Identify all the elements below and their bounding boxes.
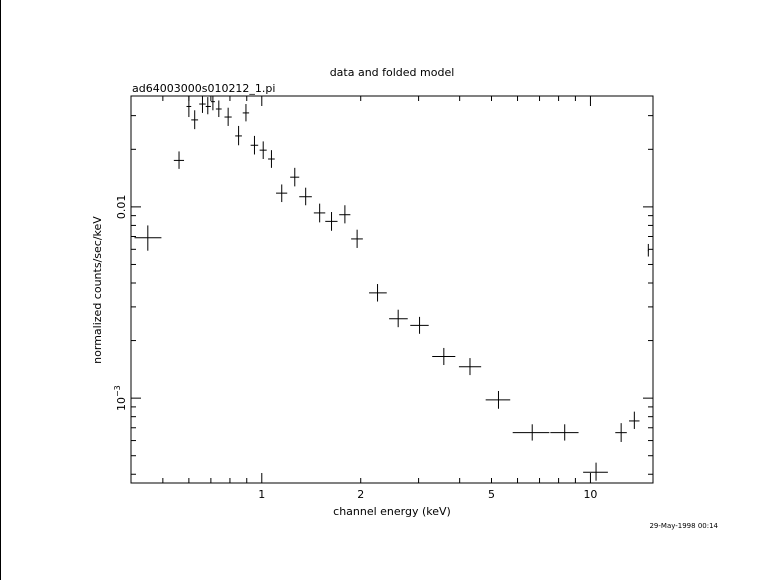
spectrum-filename: ad64003000s010212_1.pi xyxy=(132,82,275,95)
data-point xyxy=(242,104,250,122)
data-point xyxy=(268,150,275,168)
data-point xyxy=(210,96,215,111)
data-point xyxy=(583,462,608,481)
x-tick-label: 5 xyxy=(488,488,495,501)
data-point xyxy=(512,424,550,441)
x-tick-label: 2 xyxy=(357,488,364,501)
data-point xyxy=(458,358,482,376)
data-point xyxy=(235,125,242,146)
data-point xyxy=(250,135,259,155)
plot-frame xyxy=(130,95,654,484)
data-point xyxy=(369,284,387,302)
data-point xyxy=(410,316,429,334)
data-point xyxy=(224,107,232,126)
y-tick-label: 10−3 xyxy=(113,385,128,411)
data-point xyxy=(432,347,456,366)
data-point xyxy=(647,243,649,257)
data-point xyxy=(259,141,267,159)
data-point xyxy=(215,100,222,118)
data-point xyxy=(351,229,363,248)
data-point xyxy=(276,184,288,203)
y-tick-label: 0.01 xyxy=(115,195,128,220)
x-tick-label: 10 xyxy=(583,488,597,501)
data-point xyxy=(485,390,511,409)
data-point xyxy=(199,96,206,113)
x-axis-ticks xyxy=(130,96,591,483)
data-point xyxy=(186,96,192,118)
y-axis-ticks xyxy=(131,115,653,475)
x-axis-tick-labels: 1 2 5 10 xyxy=(258,488,597,501)
y-axis-label: normalized counts/sec/keV xyxy=(91,216,104,364)
data-point xyxy=(134,225,162,251)
plot-timestamp: 29-May-1998 00:14 xyxy=(649,522,718,530)
data-point xyxy=(550,424,579,441)
data-point xyxy=(173,151,185,169)
chart-title: data and folded model xyxy=(330,66,455,79)
data-point xyxy=(313,203,326,223)
data-point xyxy=(389,309,408,328)
x-axis-label: channel energy (keV) xyxy=(333,505,451,518)
data-point xyxy=(290,167,300,187)
data-point xyxy=(615,423,627,442)
y-axis-tick-labels: 0.01 10−3 xyxy=(113,195,128,411)
data-point xyxy=(299,187,312,206)
data-point xyxy=(628,411,640,429)
data-point xyxy=(191,110,199,130)
x-tick-label: 1 xyxy=(258,488,265,501)
data-points xyxy=(134,96,649,481)
data-point xyxy=(339,205,351,224)
data-point xyxy=(205,97,211,115)
data-point xyxy=(325,212,338,231)
